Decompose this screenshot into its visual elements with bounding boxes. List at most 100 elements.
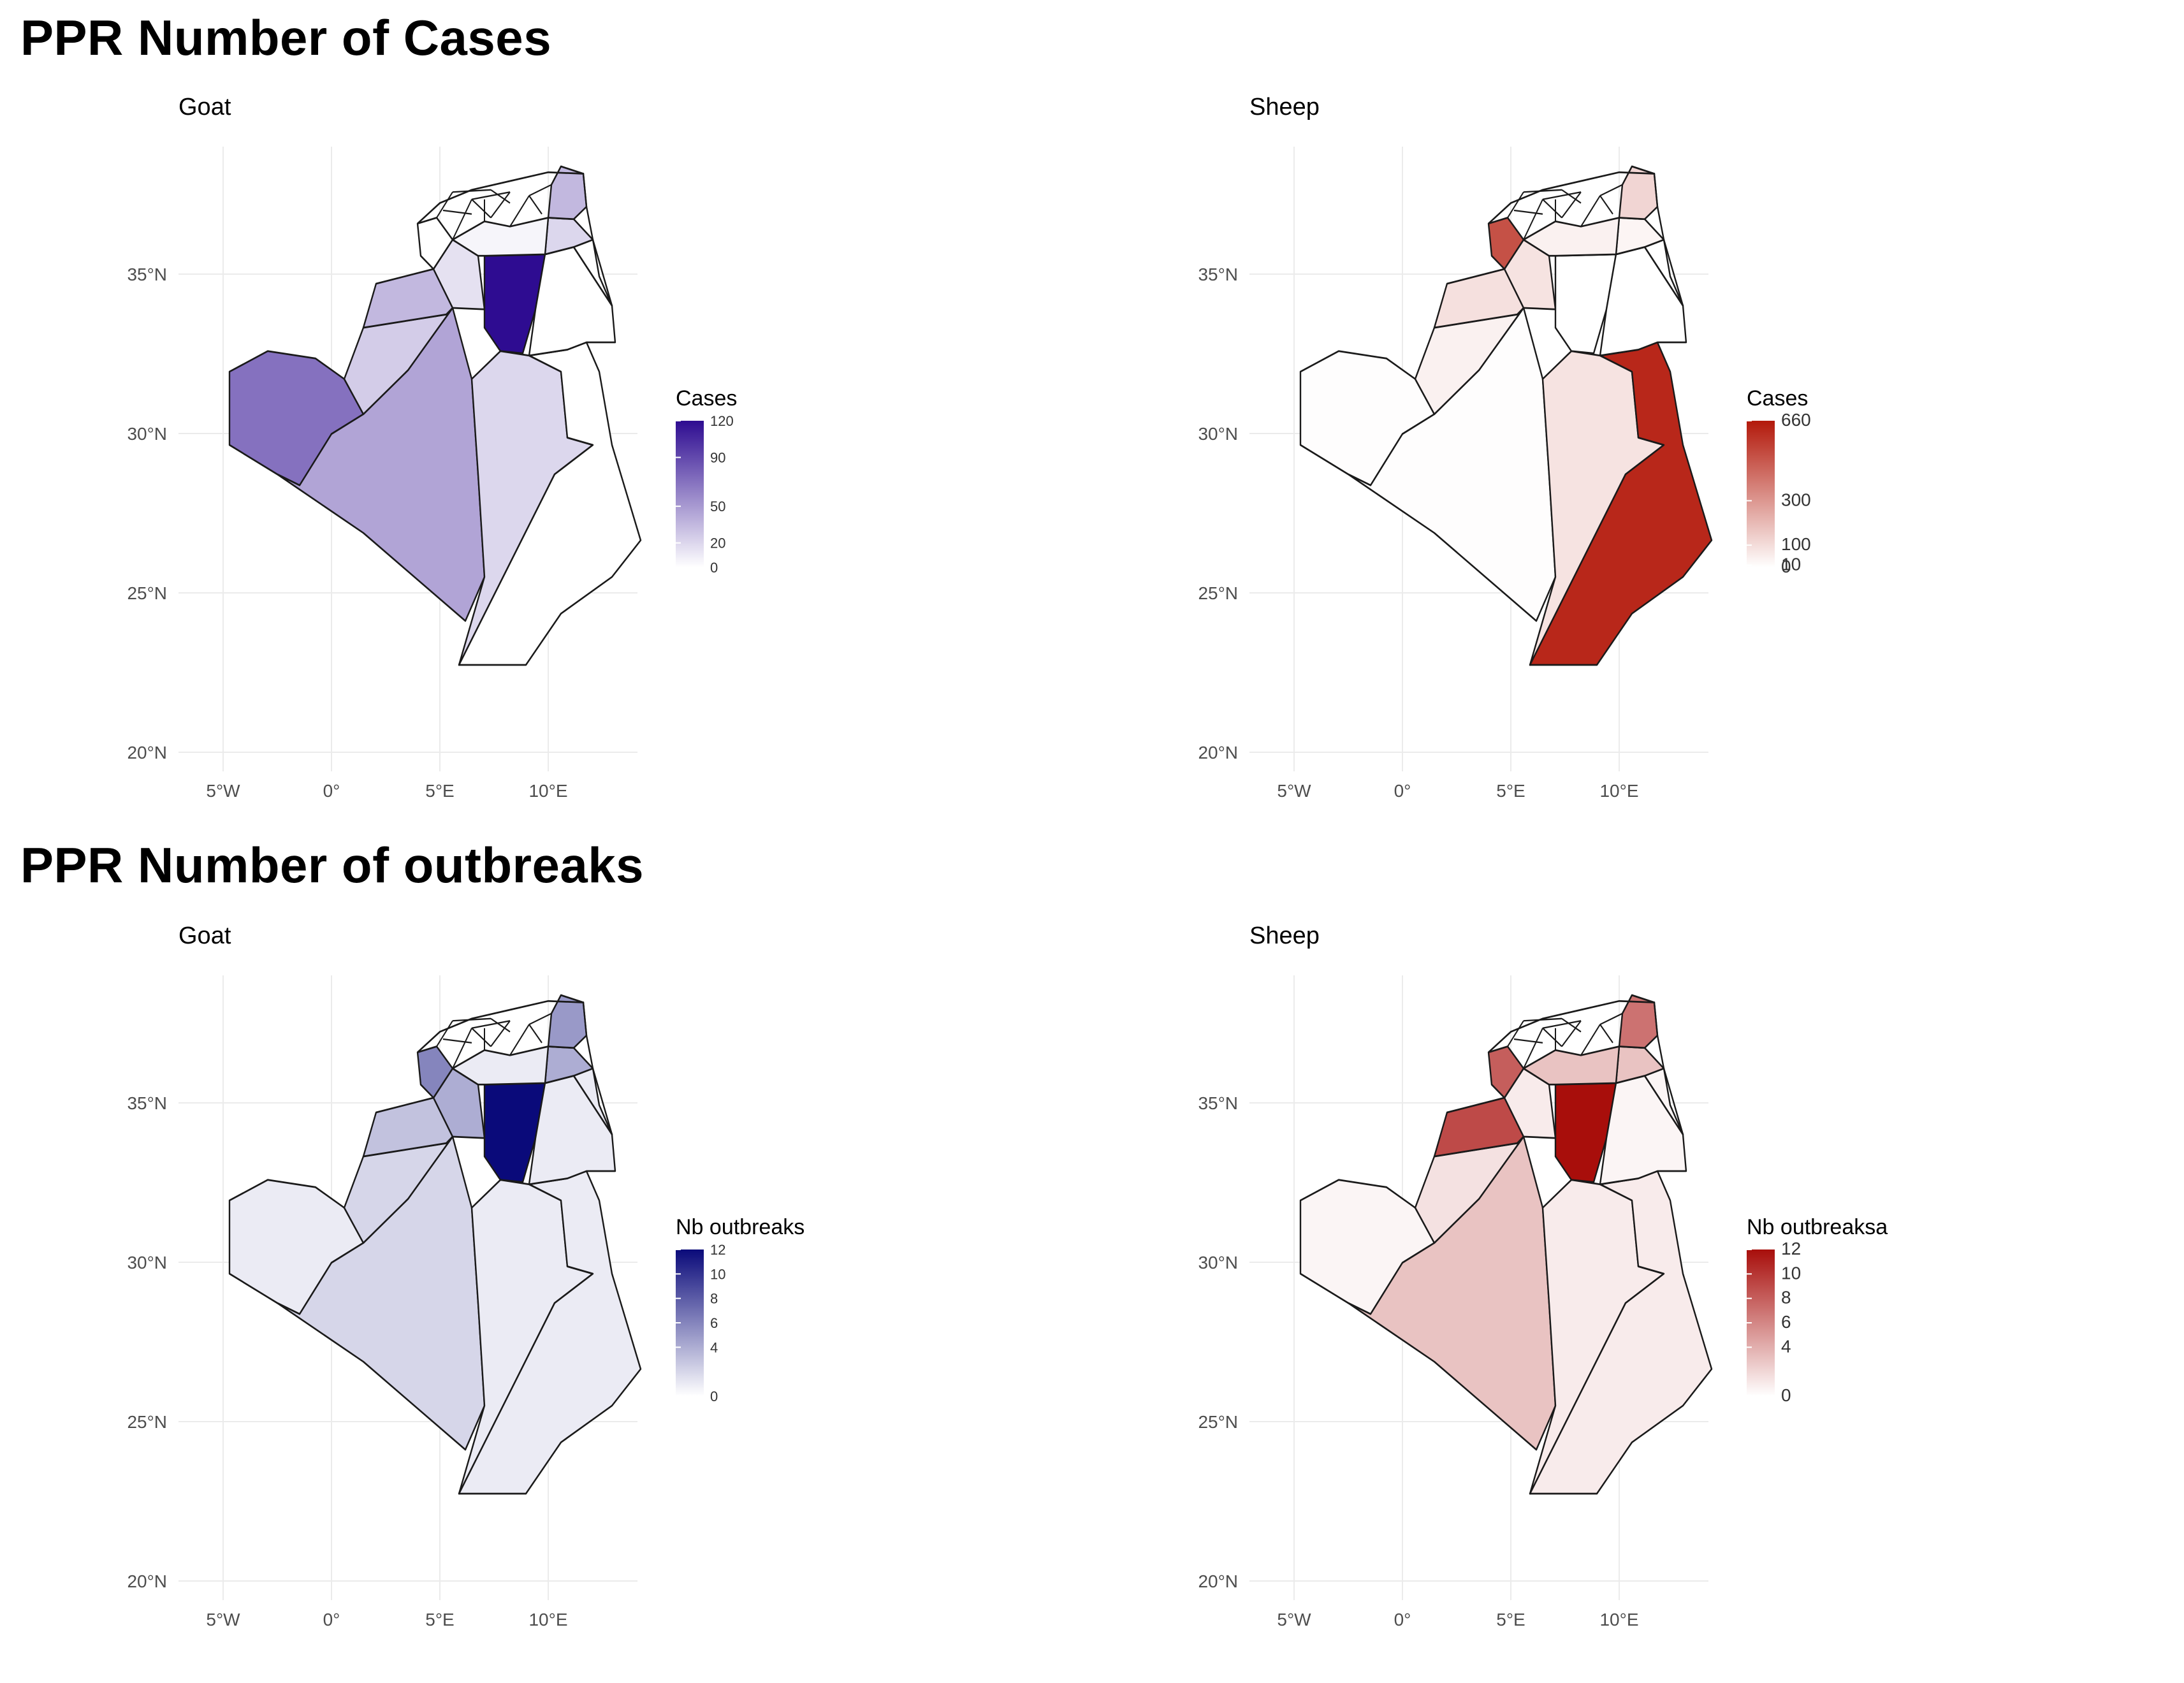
- legend-tick-label: 12: [1781, 1239, 1801, 1258]
- legend-tick-label: 4: [1781, 1336, 1791, 1356]
- algeria-map: [228, 165, 642, 666]
- province-border: [471, 1020, 511, 1029]
- map-sheep-outbreaks: Sheep 5°W 0° 5°E 10°E 20°N 25°N 30°N 35°N Nb outb…: [1198, 922, 1888, 1629]
- region-north-central: [451, 1046, 550, 1086]
- province-border: [490, 1017, 511, 1033]
- region-northwest-coast: [1487, 217, 1525, 270]
- legend-tick-label: 4: [710, 1339, 718, 1355]
- legend-tick-label: 8: [710, 1291, 718, 1307]
- coastline: [417, 1000, 613, 1135]
- province-border: [1542, 191, 1582, 200]
- region-northwest-coast: [416, 217, 454, 270]
- y-tick-label: 20°N: [1198, 743, 1238, 762]
- map-panel-goat-outbreaks: Goat 5°W 0° 5°E 10°E 20°N 25°N 30°N 35°N Nb outbr…: [0, 905, 1084, 1683]
- province-border: [1599, 184, 1623, 197]
- region-southeast: [1529, 341, 1713, 666]
- x-tick-label: 5°W: [1277, 1610, 1311, 1629]
- region-southeast: [458, 341, 642, 666]
- region-north-central: [1522, 1046, 1620, 1086]
- province-border: [1561, 1017, 1582, 1033]
- coastline: [1488, 171, 1684, 306]
- algeria-map: [228, 994, 642, 1495]
- province-border: [1599, 1012, 1623, 1026]
- map-goat-outbreaks: Goat 5°W 0° 5°E 10°E 20°N 25°N 30°N 35°N Nb outbr…: [127, 922, 804, 1629]
- province-border: [1561, 191, 1582, 219]
- heading-ppr-cases: PPR Number of Cases: [20, 10, 552, 66]
- x-tick-label: 5°W: [1277, 781, 1311, 801]
- legend-tick-label: 12: [710, 1242, 725, 1258]
- province-border: [471, 1027, 491, 1047]
- x-tick-label: 5°W: [206, 781, 240, 801]
- region-southwest: [1347, 1135, 1557, 1451]
- panel-title: Sheep: [1249, 922, 1320, 949]
- province-border: [490, 1020, 511, 1047]
- legend-tick-label: 0: [1781, 557, 1791, 576]
- y-tick-label: 30°N: [127, 424, 167, 444]
- province-border: [1542, 198, 1562, 219]
- province-border: [436, 1020, 453, 1047]
- province-border: [452, 1017, 491, 1022]
- coastline: [417, 171, 613, 306]
- map-panel-sheep-cases: Sheep 5°W 0° 5°E 10°E 20°N 25°N 30°N 35°N Cases 66…: [1071, 76, 2155, 854]
- plot-area: Sheep 5°W 0° 5°E 10°E 20°N 25°N 30°N 35°N Nb outb…: [1198, 922, 1888, 1629]
- province-border: [1523, 199, 1543, 240]
- province-border: [1523, 1017, 1562, 1022]
- panel-title: Goat: [178, 94, 231, 120]
- region-north-central: [451, 217, 550, 257]
- legend-title: Nb outbreaks: [676, 1215, 804, 1239]
- province-border: [452, 189, 491, 193]
- province-border: [1513, 1038, 1543, 1044]
- province-border: [436, 191, 453, 219]
- legend: Cases 120 90 50 20 0: [676, 386, 737, 576]
- legend-tick-label: 0: [710, 560, 718, 576]
- legend-tick-label: 50: [710, 499, 725, 514]
- y-tick-label: 30°N: [127, 1253, 167, 1272]
- province-border: [1542, 1020, 1582, 1029]
- province-border: [471, 198, 491, 219]
- legend-tick-label: 10: [1781, 555, 1801, 574]
- province-border: [452, 1028, 472, 1069]
- province-border: [1580, 1024, 1601, 1056]
- province-border: [452, 199, 472, 240]
- region-southeast: [1529, 1170, 1713, 1495]
- y-tick-label: 30°N: [1198, 424, 1238, 444]
- province-border: [442, 209, 472, 215]
- province-border: [1599, 195, 1613, 215]
- y-tick-label: 20°N: [1198, 1571, 1238, 1591]
- map-panel-sheep-outbreaks: Sheep 5°W 0° 5°E 10°E 20°N 25°N 30°N 35°N Nb outb…: [1071, 905, 2155, 1683]
- province-border: [1580, 195, 1601, 227]
- y-tick-label: 35°N: [1198, 1093, 1238, 1113]
- region-north-central: [1522, 217, 1620, 257]
- legend-tick-label: 6: [710, 1315, 718, 1331]
- map-goat-cases: Goat 5°W 0° 5°E 10°E 20°N 25°N 30°N 35°N Cases 120…: [127, 94, 737, 801]
- plot-area: Goat 5°W 0° 5°E 10°E 20°N 25°N 30°N 35°N Cases 120…: [127, 94, 737, 801]
- province-border: [528, 184, 552, 197]
- region-southwest: [276, 1135, 486, 1451]
- x-tick-label: 10°E: [1599, 1610, 1638, 1629]
- legend-tick-label: 0: [710, 1388, 718, 1404]
- y-tick-label: 35°N: [127, 265, 167, 284]
- province-border: [528, 195, 542, 215]
- legend-tick-label: 8: [1781, 1288, 1791, 1308]
- province-border: [1513, 209, 1543, 215]
- x-tick-label: 5°E: [1496, 781, 1525, 801]
- heading-ppr-outbreaks: PPR Number of outbreaks: [20, 837, 644, 893]
- province-border: [471, 191, 511, 200]
- y-tick-label: 25°N: [127, 583, 167, 603]
- y-tick-label: 20°N: [127, 1571, 167, 1591]
- legend-tick-label: 300: [1781, 490, 1811, 509]
- y-tick-label: 35°N: [1198, 265, 1238, 284]
- province-border: [1523, 189, 1562, 193]
- x-tick-label: 0°: [323, 1610, 340, 1629]
- y-tick-label: 35°N: [127, 1093, 167, 1113]
- province-border: [1561, 1020, 1582, 1047]
- x-tick-label: 10°E: [1599, 781, 1638, 801]
- x-tick-label: 5°E: [425, 1610, 454, 1629]
- legend-tick-label: 120: [710, 413, 734, 429]
- y-tick-label: 25°N: [1198, 583, 1238, 603]
- plot-area: Sheep 5°W 0° 5°E 10°E 20°N 25°N 30°N 35°N Cases66…: [1198, 94, 1810, 801]
- map-sheep-cases: Sheep 5°W 0° 5°E 10°E 20°N 25°N 30°N 35°N Cases66…: [1198, 94, 1810, 801]
- y-tick-label: 25°N: [127, 1412, 167, 1432]
